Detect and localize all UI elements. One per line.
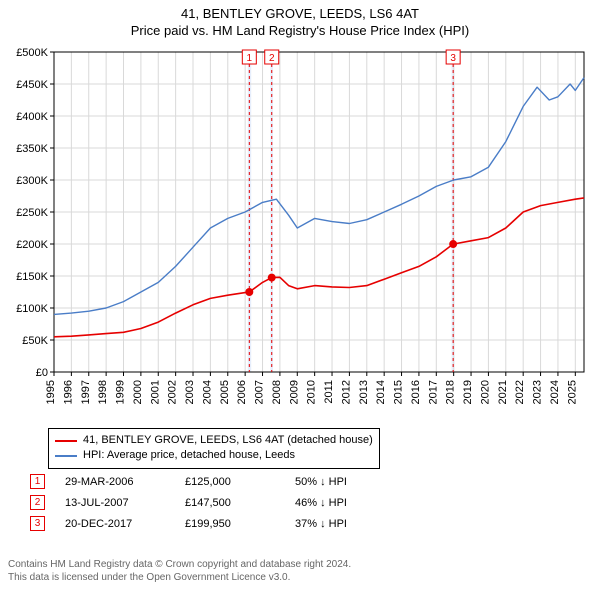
legend-label-property: 41, BENTLEY GROVE, LEEDS, LS6 4AT (detac… xyxy=(83,433,373,448)
svg-text:2016: 2016 xyxy=(410,380,422,404)
sale-row: 3 20-DEC-2017 £199,950 37% ↓ HPI xyxy=(30,516,385,531)
svg-text:£0: £0 xyxy=(36,367,48,379)
sale-badge: 2 xyxy=(30,495,45,510)
svg-text:2013: 2013 xyxy=(358,380,370,404)
svg-text:2006: 2006 xyxy=(236,380,248,404)
svg-text:2024: 2024 xyxy=(549,380,561,404)
svg-text:2022: 2022 xyxy=(514,380,526,404)
footer-line2: This data is licensed under the Open Gov… xyxy=(8,571,351,584)
legend-item-hpi: HPI: Average price, detached house, Leed… xyxy=(55,448,373,463)
legend-item-property: 41, BENTLEY GROVE, LEEDS, LS6 4AT (detac… xyxy=(55,433,373,448)
sale-badge: 1 xyxy=(30,474,45,489)
svg-text:1995: 1995 xyxy=(45,380,57,404)
svg-text:2012: 2012 xyxy=(340,380,352,404)
chart-title-block: 41, BENTLEY GROVE, LEEDS, LS6 4AT Price … xyxy=(0,0,600,40)
legend-label-hpi: HPI: Average price, detached house, Leed… xyxy=(83,448,295,463)
svg-text:£50K: £50K xyxy=(22,335,48,347)
svg-text:2008: 2008 xyxy=(271,380,283,404)
sale-date: 29-MAR-2006 xyxy=(65,476,165,488)
svg-text:1998: 1998 xyxy=(97,380,109,404)
sale-row: 1 29-MAR-2006 £125,000 50% ↓ HPI xyxy=(30,474,385,489)
svg-text:2: 2 xyxy=(269,53,275,64)
svg-text:£450K: £450K xyxy=(16,79,48,91)
svg-text:2020: 2020 xyxy=(479,380,491,404)
svg-text:£300K: £300K xyxy=(16,175,48,187)
svg-text:2023: 2023 xyxy=(532,380,544,404)
svg-text:2002: 2002 xyxy=(167,380,179,404)
chart-svg: £0 £50K £100K £150K £200K £250K £300K £350K £400… xyxy=(8,42,592,422)
svg-text:2001: 2001 xyxy=(149,380,161,404)
svg-text:1: 1 xyxy=(247,53,253,64)
svg-text:£400K: £400K xyxy=(16,111,48,123)
svg-text:2003: 2003 xyxy=(184,380,196,404)
svg-text:2010: 2010 xyxy=(306,380,318,404)
footer: Contains HM Land Registry data © Crown c… xyxy=(8,558,351,584)
svg-text:2005: 2005 xyxy=(219,380,231,404)
sale-date: 13-JUL-2007 xyxy=(65,497,165,509)
sale-price: £125,000 xyxy=(185,476,275,488)
svg-text:2000: 2000 xyxy=(132,380,144,404)
legend: 41, BENTLEY GROVE, LEEDS, LS6 4AT (detac… xyxy=(48,428,380,469)
sale-delta: 46% ↓ HPI xyxy=(295,497,385,509)
svg-text:2019: 2019 xyxy=(462,380,474,404)
svg-text:2025: 2025 xyxy=(566,380,578,404)
sale-delta: 50% ↓ HPI xyxy=(295,476,385,488)
svg-text:1996: 1996 xyxy=(62,380,74,404)
sale-price: £147,500 xyxy=(185,497,275,509)
svg-text:3: 3 xyxy=(450,53,456,64)
svg-text:£100K: £100K xyxy=(16,303,48,315)
svg-text:1997: 1997 xyxy=(80,380,92,404)
sale-badge: 3 xyxy=(30,516,45,531)
svg-text:2018: 2018 xyxy=(445,380,457,404)
svg-text:1999: 1999 xyxy=(115,380,127,404)
svg-text:£250K: £250K xyxy=(16,207,48,219)
page: 41, BENTLEY GROVE, LEEDS, LS6 4AT Price … xyxy=(0,0,600,590)
svg-text:2014: 2014 xyxy=(375,380,387,404)
svg-text:£150K: £150K xyxy=(16,271,48,283)
chart: £0 £50K £100K £150K £200K £250K £300K £350K £400… xyxy=(8,42,592,422)
svg-text:2004: 2004 xyxy=(201,380,213,404)
chart-title-line1: 41, BENTLEY GROVE, LEEDS, LS6 4AT xyxy=(0,6,600,23)
sale-price: £199,950 xyxy=(185,518,275,530)
svg-text:2017: 2017 xyxy=(427,380,439,404)
svg-text:2011: 2011 xyxy=(323,380,335,404)
sale-delta: 37% ↓ HPI xyxy=(295,518,385,530)
legend-swatch-property xyxy=(55,440,77,442)
sales-list: 1 29-MAR-2006 £125,000 50% ↓ HPI 2 13-JU… xyxy=(30,474,385,537)
sale-row: 2 13-JUL-2007 £147,500 46% ↓ HPI xyxy=(30,495,385,510)
svg-text:2021: 2021 xyxy=(497,380,509,404)
svg-text:2015: 2015 xyxy=(393,380,405,404)
chart-title-line2: Price paid vs. HM Land Registry's House … xyxy=(0,23,600,40)
svg-text:£200K: £200K xyxy=(16,239,48,251)
legend-swatch-hpi xyxy=(55,455,77,457)
svg-text:2007: 2007 xyxy=(254,380,266,404)
svg-text:2009: 2009 xyxy=(288,380,300,404)
sale-date: 20-DEC-2017 xyxy=(65,518,165,530)
footer-line1: Contains HM Land Registry data © Crown c… xyxy=(8,558,351,571)
svg-text:£500K: £500K xyxy=(16,47,48,59)
svg-text:£350K: £350K xyxy=(16,143,48,155)
